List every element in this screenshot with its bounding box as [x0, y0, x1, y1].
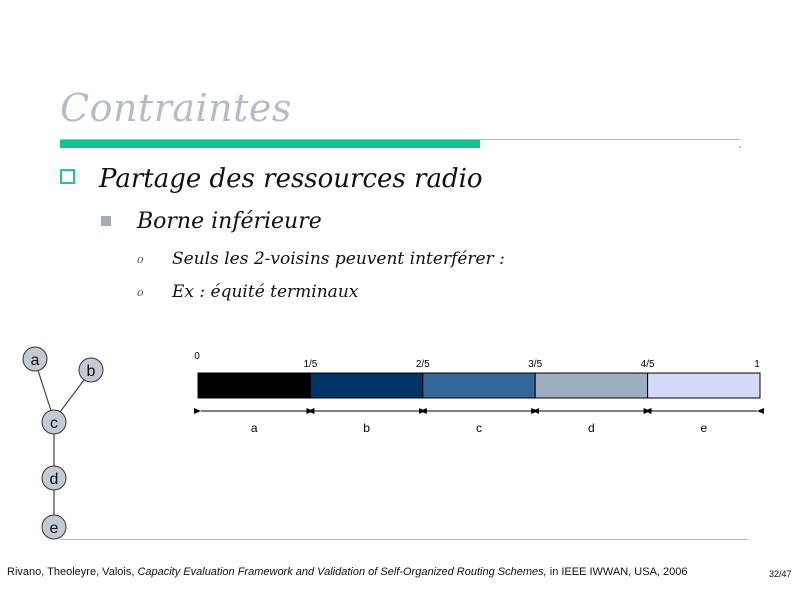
graph-node: e [41, 514, 67, 540]
bullet-filled-square-icon [101, 216, 111, 226]
share-bar-diagram: 0 1/5 2/5 3/5 4/5 1 a b c d e [194, 351, 764, 435]
node-label: b [87, 363, 96, 380]
node-label: c [50, 415, 58, 432]
bar-segment-label: c [476, 421, 482, 435]
bar-segment-c [422, 372, 536, 399]
graph-node: b [78, 357, 104, 383]
citation-title: Capacity Evaluation Framework and Valida… [137, 566, 547, 578]
bar-segment-e [647, 372, 761, 399]
bar-tick-label: 1 [754, 359, 760, 370]
bar-segment-label: a [251, 421, 258, 435]
bar-segment-label: e [700, 421, 707, 435]
bar-tick-label: 0 [194, 351, 200, 362]
bullet-level3-item: Ex : équité terminaux [172, 282, 359, 302]
bullet-level2: Borne inférieure [137, 209, 322, 234]
node-label: d [50, 471, 59, 488]
footer-citation: Rivano, Theoleyre, Valois, Capacity Eval… [7, 566, 688, 578]
bar-tick-labels: 0 1/5 2/5 3/5 4/5 1 [194, 351, 760, 370]
bar-segment-label: d [588, 421, 595, 435]
bar-tick-label: 1/5 [303, 359, 317, 370]
citation-authors: Rivano, Theoleyre, Valois, [7, 566, 138, 578]
title-divider-end [739, 146, 741, 148]
bar-segment-labels: a b c d e [251, 421, 708, 435]
bar-tick-label: 3/5 [528, 359, 542, 370]
bullet-level1: Partage des ressources radio [99, 164, 483, 194]
graph-node: c [41, 409, 67, 435]
node-label: e [50, 520, 59, 537]
bullet-level3-item: Seuls les 2-voisins peuvent interférer : [172, 249, 505, 269]
footer-divider [60, 539, 748, 540]
bullet-circle-icon: o [137, 253, 144, 266]
bar-tick-label: 4/5 [641, 359, 655, 370]
bar-segment-a [197, 372, 311, 399]
bar-segments [197, 372, 761, 399]
bar-segment-d [534, 372, 649, 399]
node-label: a [31, 352, 40, 369]
network-graph: a b c d e [22, 346, 104, 540]
bar-segment-label: b [363, 421, 370, 435]
graph-node: a [22, 346, 48, 372]
bar-segment-b [309, 372, 424, 399]
title-divider [60, 139, 740, 140]
bar-tick-label: 2/5 [416, 359, 430, 370]
title-accent-bar [60, 140, 480, 148]
page-number: 32/47 [769, 569, 792, 579]
bullet-square-icon [60, 169, 75, 184]
bullet-circle-icon: o [137, 286, 144, 299]
citation-venue: in IEEE IWWAN, USA, 2006 [546, 566, 688, 578]
slide-title: Contraintes [60, 86, 292, 130]
graph-node: d [41, 465, 67, 491]
